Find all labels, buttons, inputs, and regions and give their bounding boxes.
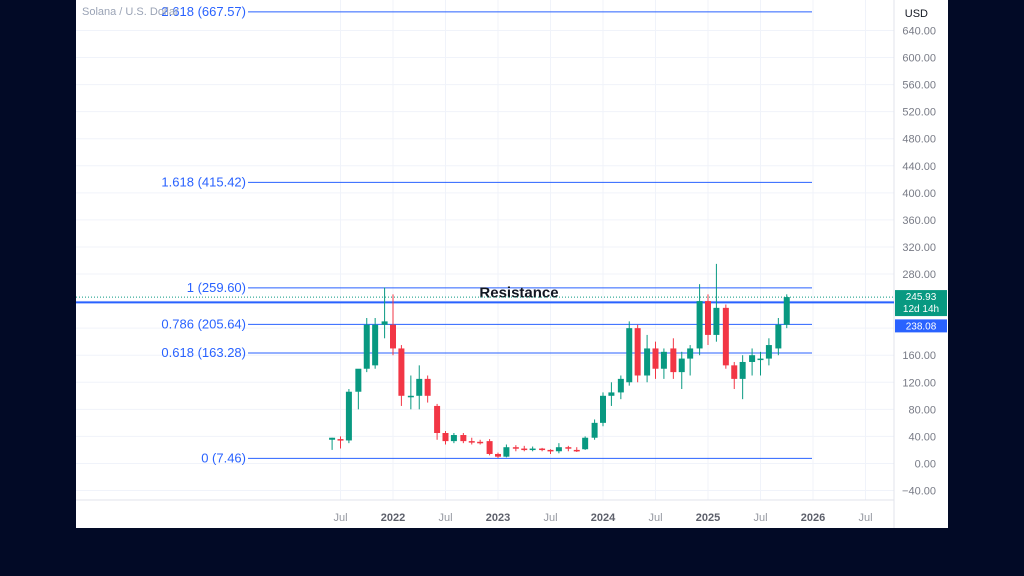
candle-down[interactable] xyxy=(424,378,431,396)
candle-up[interactable] xyxy=(450,435,457,442)
current-price-text: 245.93 xyxy=(906,292,937,303)
candle-up[interactable] xyxy=(608,392,615,396)
fib-level-label: 1 (259.60) xyxy=(187,280,246,295)
candle-down[interactable] xyxy=(337,439,344,441)
fib-level-label: 1.618 (415.42) xyxy=(161,174,246,189)
chart-panel[interactable]: 2.618 (667.57) 1.618 (415.42) 1 (259.60) 0.… xyxy=(76,0,948,528)
candle-down[interactable] xyxy=(670,348,677,373)
y-tick-label: 600.00 xyxy=(902,53,936,65)
candle-down[interactable] xyxy=(460,435,467,442)
candle-up[interactable] xyxy=(591,422,598,438)
candle-down[interactable] xyxy=(573,449,580,452)
candle-up[interactable] xyxy=(600,395,606,423)
fib-level-label: 2.618 (667.57) xyxy=(161,4,246,19)
candle-up[interactable] xyxy=(783,297,790,325)
x-tick-label: Jul xyxy=(543,512,557,524)
y-tick-label: 0.00 xyxy=(915,458,936,470)
candle-up[interactable] xyxy=(555,447,562,452)
candle-up[interactable] xyxy=(626,328,633,383)
x-tick-label: 2022 xyxy=(381,512,405,524)
candle-up[interactable] xyxy=(775,324,782,349)
candle-down[interactable] xyxy=(634,328,641,376)
fib-level-label: 0.618 (163.28) xyxy=(161,345,246,360)
y-tick-label: 360.00 xyxy=(902,215,936,227)
candle-up[interactable] xyxy=(582,437,589,450)
x-tick-label: Jul xyxy=(858,512,872,524)
candle-up[interactable] xyxy=(372,324,379,366)
candle-down[interactable] xyxy=(539,448,546,451)
candle-down[interactable] xyxy=(652,348,659,369)
candle-up[interactable] xyxy=(329,437,336,440)
candle-down[interactable] xyxy=(486,441,493,454)
x-tick-label: Jul xyxy=(753,512,767,524)
candle-down[interactable] xyxy=(565,447,572,449)
chart-svg[interactable]: 2.618 (667.57) 1.618 (415.42) 1 (259.60) 0.… xyxy=(76,0,948,528)
y-tick-label: 400.00 xyxy=(902,188,936,200)
candle-down[interactable] xyxy=(731,365,738,379)
candle-up[interactable] xyxy=(381,321,388,325)
countdown-text: 12d 14h xyxy=(903,304,939,315)
y-tick-label: 560.00 xyxy=(902,80,936,92)
candle-up[interactable] xyxy=(660,351,667,369)
candle-down[interactable] xyxy=(434,405,441,433)
x-tick-label: 2025 xyxy=(696,512,720,524)
y-tick-label: 120.00 xyxy=(902,377,936,389)
candle-down[interactable] xyxy=(495,453,501,457)
candle-down[interactable] xyxy=(468,441,475,443)
candle-down[interactable] xyxy=(705,301,711,335)
y-tick-label: 280.00 xyxy=(902,269,936,281)
y-tick-label: 520.00 xyxy=(902,107,936,119)
x-tick-label: Jul xyxy=(438,512,452,524)
y-tick-label: 640.00 xyxy=(902,26,936,38)
candle-up[interactable] xyxy=(407,395,414,398)
y-tick-label: 80.00 xyxy=(908,404,936,416)
candle-up[interactable] xyxy=(503,447,510,457)
candle-up[interactable] xyxy=(345,391,352,441)
resistance-price-badge xyxy=(895,319,947,333)
y-tick-label: 440.00 xyxy=(902,161,936,173)
y-tick-label: 320.00 xyxy=(902,242,936,254)
candle-down[interactable] xyxy=(547,449,554,452)
candle-up[interactable] xyxy=(363,324,370,369)
candle-up[interactable] xyxy=(678,358,685,373)
candle-up[interactable] xyxy=(687,348,694,359)
candle-up[interactable] xyxy=(696,301,703,349)
resistance-label: Resistance xyxy=(479,284,558,301)
candle-up[interactable] xyxy=(757,358,764,361)
fib-level-label: 0.786 (205.64) xyxy=(161,316,246,331)
candle-up[interactable] xyxy=(765,345,772,359)
candle-up[interactable] xyxy=(529,448,536,451)
candle-down[interactable] xyxy=(398,348,405,396)
candle-down[interactable] xyxy=(477,441,484,444)
candle-down[interactable] xyxy=(442,433,449,442)
resistance-price-text: 238.08 xyxy=(906,321,937,332)
x-tick-label: 2023 xyxy=(486,512,510,524)
currency-label: USD xyxy=(905,8,928,20)
symbol-label: Solana / U.S. Dollar xyxy=(82,6,179,18)
current-price-badge xyxy=(895,290,947,317)
y-tick-label: 480.00 xyxy=(902,134,936,146)
candle-up[interactable] xyxy=(739,361,746,379)
candle-up[interactable] xyxy=(713,307,720,335)
x-tick-label: Jul xyxy=(648,512,662,524)
x-tick-label: 2026 xyxy=(801,512,825,524)
candle-down[interactable] xyxy=(521,448,528,451)
candle-up[interactable] xyxy=(617,378,624,393)
y-tick-label: 40.00 xyxy=(908,431,936,443)
candle-down[interactable] xyxy=(722,307,729,366)
candle-up[interactable] xyxy=(355,368,362,392)
candle-up[interactable] xyxy=(644,348,651,376)
x-tick-label: Jul xyxy=(333,512,347,524)
x-tick-label: 2024 xyxy=(591,512,616,524)
candle-up[interactable] xyxy=(416,378,423,396)
candle-up[interactable] xyxy=(749,355,756,362)
candle-down[interactable] xyxy=(512,447,519,449)
candle-down[interactable] xyxy=(390,324,396,349)
y-tick-label: −40.00 xyxy=(902,486,936,498)
y-tick-label: 160.00 xyxy=(902,350,936,362)
fib-level-label: 0 (7.46) xyxy=(201,450,246,465)
